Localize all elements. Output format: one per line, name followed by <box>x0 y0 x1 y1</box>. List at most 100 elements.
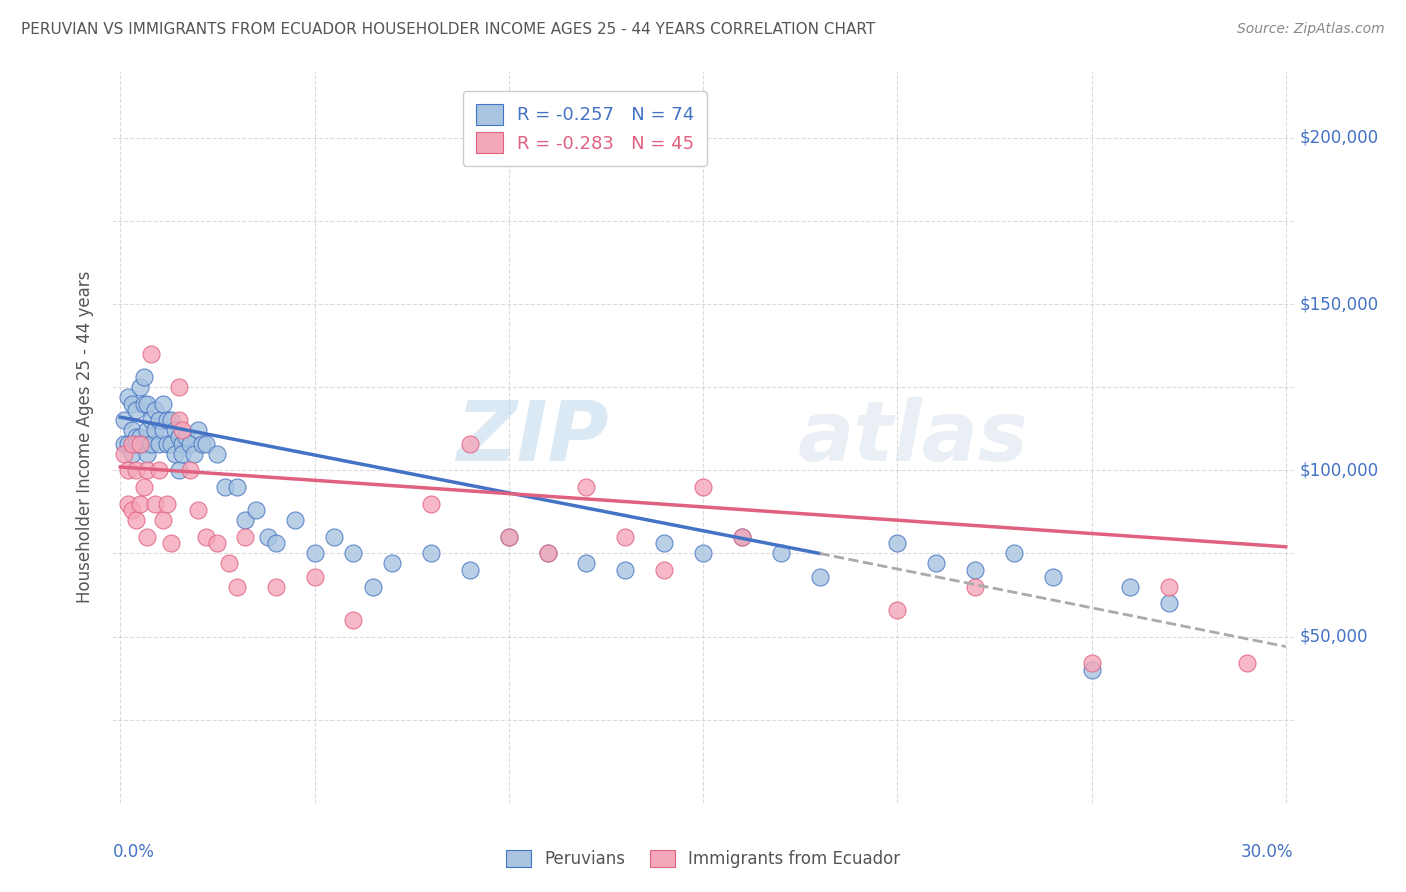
Point <box>361 580 384 594</box>
Point <box>304 570 326 584</box>
Point <box>132 480 155 494</box>
Point <box>152 513 174 527</box>
Point <box>152 397 174 411</box>
Text: ZIP: ZIP <box>456 397 609 477</box>
Point <box>125 463 148 477</box>
Point <box>257 530 280 544</box>
Text: Source: ZipAtlas.com: Source: ZipAtlas.com <box>1237 22 1385 37</box>
Point <box>207 447 229 461</box>
Point <box>769 546 792 560</box>
Legend: Peruvians, Immigrants from Ecuador: Peruvians, Immigrants from Ecuador <box>499 843 907 875</box>
Point <box>121 397 143 411</box>
Point <box>156 413 179 427</box>
Point <box>187 424 209 438</box>
Point <box>1002 546 1025 560</box>
Point <box>172 447 194 461</box>
Point <box>191 436 214 450</box>
Point <box>575 480 598 494</box>
Point <box>167 413 190 427</box>
Point <box>125 430 148 444</box>
Point <box>575 557 598 571</box>
Point <box>143 403 166 417</box>
Point <box>136 463 159 477</box>
Point <box>225 480 247 494</box>
Point <box>132 370 155 384</box>
Point <box>420 546 443 560</box>
Point <box>886 603 908 617</box>
Point <box>117 463 139 477</box>
Point <box>167 430 190 444</box>
Point <box>112 436 135 450</box>
Point <box>1236 656 1258 670</box>
Point <box>886 536 908 550</box>
Point <box>136 424 159 438</box>
Point <box>652 536 675 550</box>
Point <box>167 463 190 477</box>
Point <box>141 347 163 361</box>
Point <box>148 436 170 450</box>
Point <box>963 580 986 594</box>
Point <box>136 530 159 544</box>
Text: 30.0%: 30.0% <box>1241 843 1294 861</box>
Point <box>125 436 148 450</box>
Point <box>381 557 404 571</box>
Point <box>1080 663 1102 677</box>
Point <box>342 546 364 560</box>
Point <box>194 530 217 544</box>
Point <box>614 530 637 544</box>
Text: $150,000: $150,000 <box>1299 295 1378 313</box>
Point <box>731 530 754 544</box>
Point <box>117 436 139 450</box>
Point <box>121 447 143 461</box>
Point <box>284 513 307 527</box>
Point <box>264 536 287 550</box>
Point <box>420 497 443 511</box>
Text: atlas: atlas <box>797 397 1028 477</box>
Point <box>245 503 267 517</box>
Point <box>159 436 181 450</box>
Point <box>128 380 150 394</box>
Point <box>172 424 194 438</box>
Point <box>121 436 143 450</box>
Point <box>128 436 150 450</box>
Point <box>233 530 256 544</box>
Text: 0.0%: 0.0% <box>112 843 155 861</box>
Point <box>125 513 148 527</box>
Point <box>1159 596 1181 610</box>
Point <box>117 390 139 404</box>
Point <box>458 436 481 450</box>
Point <box>112 413 135 427</box>
Point <box>163 424 186 438</box>
Point <box>194 436 217 450</box>
Point <box>214 480 236 494</box>
Legend: R = -0.257   N = 74, R = -0.283   N = 45: R = -0.257 N = 74, R = -0.283 N = 45 <box>463 91 707 166</box>
Point <box>458 563 481 577</box>
Point <box>132 436 155 450</box>
Point <box>112 447 135 461</box>
Point <box>1080 656 1102 670</box>
Point <box>141 413 163 427</box>
Y-axis label: Householder Income Ages 25 - 44 years: Householder Income Ages 25 - 44 years <box>76 271 94 603</box>
Point <box>207 536 229 550</box>
Point <box>218 557 240 571</box>
Point <box>152 424 174 438</box>
Point <box>925 557 948 571</box>
Point <box>808 570 831 584</box>
Point <box>143 497 166 511</box>
Point <box>143 424 166 438</box>
Point <box>304 546 326 560</box>
Point <box>264 580 287 594</box>
Text: PERUVIAN VS IMMIGRANTS FROM ECUADOR HOUSEHOLDER INCOME AGES 25 - 44 YEARS CORREL: PERUVIAN VS IMMIGRANTS FROM ECUADOR HOUS… <box>21 22 876 37</box>
Point <box>225 580 247 594</box>
Point <box>117 497 139 511</box>
Point <box>1159 580 1181 594</box>
Point <box>652 563 675 577</box>
Point <box>342 613 364 627</box>
Text: $200,000: $200,000 <box>1299 128 1378 147</box>
Point <box>159 536 181 550</box>
Point <box>121 503 143 517</box>
Point <box>128 497 150 511</box>
Point <box>498 530 520 544</box>
Point <box>498 530 520 544</box>
Point <box>148 413 170 427</box>
